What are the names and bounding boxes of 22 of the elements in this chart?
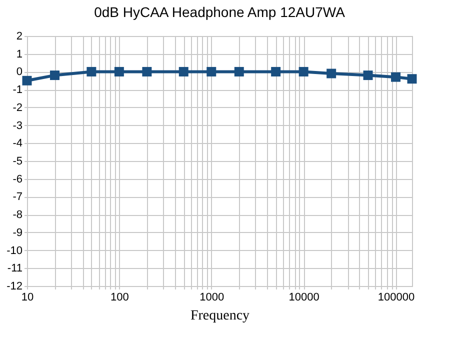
y-tick-label: -7 bbox=[12, 191, 22, 204]
x-tick-label: 10 bbox=[21, 292, 34, 304]
y-tick-label: 2 bbox=[16, 30, 22, 42]
y-tick-label: 1 bbox=[16, 48, 22, 60]
y-tick-label: -9 bbox=[12, 226, 22, 239]
x-tick-label: 10000 bbox=[288, 292, 320, 304]
y-tick-label: -5 bbox=[12, 156, 22, 168]
y-tick-label: -8 bbox=[12, 209, 22, 222]
x-tick-label: 100000 bbox=[378, 292, 415, 304]
x-axis-title: Frequency bbox=[190, 308, 250, 324]
y-tick-label: -2 bbox=[12, 102, 22, 114]
x-tick-label: 100 bbox=[110, 292, 129, 304]
chart-title: 0dB HyCAA Headphone Amp 12AU7WA bbox=[94, 4, 346, 20]
y-tick-label: -12 bbox=[6, 280, 22, 292]
y-tick-label: -6 bbox=[12, 173, 22, 186]
x-tick-label: 1000 bbox=[200, 292, 224, 304]
y-tick-label: -1 bbox=[12, 84, 22, 96]
y-tick-label: -10 bbox=[6, 244, 22, 257]
y-tick-label: -11 bbox=[7, 262, 22, 275]
y-tick-label: -4 bbox=[12, 138, 22, 150]
y-tick-label: -3 bbox=[12, 120, 22, 132]
y-tick-label: 0 bbox=[16, 66, 22, 78]
